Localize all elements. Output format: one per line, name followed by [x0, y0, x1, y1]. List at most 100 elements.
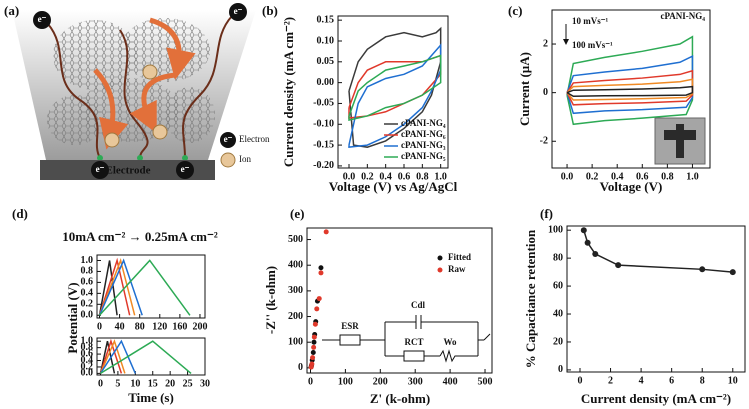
x-axis-label: Voltage (V)	[600, 179, 663, 194]
panel-label: (f)	[540, 206, 553, 221]
data-point	[592, 250, 599, 257]
data-point	[310, 349, 316, 355]
ion-arrow	[93, 68, 129, 150]
y-axis-label: % Capacitance retention	[523, 229, 538, 368]
x-tick-label: 1.0	[434, 171, 447, 182]
chart: 0 40 80 120 160 2000.00.20.40.60.81.0(d)10mA …	[12, 206, 218, 354]
y-tick-label: 0.2	[81, 299, 94, 310]
y-tick-label: 0.00	[317, 77, 335, 88]
electron-symbol: e⁻	[181, 164, 190, 174]
chart: 0 5 10 15 20 25 30 0.00.20.40.60.81.0 Time (s)	[81, 336, 211, 405]
x-tick-label: 4	[639, 375, 644, 386]
electron	[229, 3, 247, 21]
x-axis-label: Time (s)	[128, 390, 174, 405]
series-line	[98, 258, 143, 316]
x-tick-label: 400	[443, 376, 458, 387]
x-tick-label: 0.8	[416, 171, 429, 182]
electron-symbol: e⁻	[224, 134, 233, 144]
y-axis-label: Current density (mA cm⁻²)	[281, 17, 296, 167]
x-tick-label: 40	[115, 321, 125, 332]
x-tick-label: 8	[700, 375, 705, 386]
electrode-label: Electrode	[105, 165, 150, 177]
panel-label: (d)	[12, 206, 28, 221]
electron-symbol: e⁻	[96, 164, 105, 174]
data-point	[311, 344, 317, 350]
y-tick-label: 1.0	[81, 336, 94, 347]
legend-marker	[437, 255, 443, 261]
y-tick-label: 0	[543, 87, 548, 98]
y-tick-label: -2	[540, 136, 548, 147]
x-tick-label: 0	[98, 378, 103, 389]
x-tick-label: 0	[97, 321, 102, 332]
chart: 0.0 0.2 0.4 0.6 0.8 1.0 -0.20 -0.15 -0.10 -0.05 0.…	[262, 3, 458, 194]
y-tick-label: 0.6	[81, 277, 94, 288]
data-point	[311, 334, 317, 340]
x-tick-label: 0	[577, 375, 582, 386]
x-axis-label: Z' (k-ohm)	[370, 391, 430, 406]
annotation: 100 mVs⁻¹	[572, 40, 613, 50]
y-tick-label: 0.8	[81, 266, 94, 277]
legend-label: Fitted	[448, 252, 471, 262]
x-tick-label: 0	[308, 376, 313, 387]
y-tick-label: 0.0	[81, 368, 94, 379]
x-tick-label: 15	[148, 378, 158, 389]
legend-label: cPANI-NG₃	[401, 140, 446, 150]
x-tick-label: 500	[478, 376, 493, 387]
y-tick-label: 0.15	[317, 14, 335, 25]
panel-label: (e)	[290, 206, 304, 221]
data-point	[309, 361, 315, 367]
graphene-sheet	[53, 20, 137, 90]
plot-frame	[306, 227, 493, 374]
x-tick-label: 160	[172, 321, 187, 332]
x-axis-label: Voltage (V) vs Ag/AgCl	[329, 179, 458, 194]
y-axis-label: -Z'' (k-ohm)	[263, 266, 278, 334]
x-tick-label: 120	[152, 321, 167, 332]
panel-label: (c)	[508, 3, 522, 18]
x-tick-label: 0.6	[636, 171, 649, 182]
panel-label: (b)	[262, 3, 278, 18]
contact-dot	[97, 155, 103, 161]
data-point	[323, 229, 329, 235]
y-tick-label: 60	[553, 280, 563, 291]
y-tick-label: 100	[288, 337, 303, 348]
y-tick-label: 80	[553, 252, 563, 263]
series-line	[99, 341, 116, 374]
x-tick-label: 10	[130, 378, 140, 389]
annotation: 10 mVs⁻¹	[572, 16, 608, 26]
series-line	[99, 339, 126, 374]
y-tick-label: 500	[288, 234, 303, 245]
y-tick-label: 1.0	[81, 255, 94, 266]
x-tick-label: 6	[669, 375, 674, 386]
x-tick-label: 80	[135, 321, 145, 332]
electron-symbol: e⁻	[234, 6, 243, 16]
x-tick-label: 25	[183, 378, 193, 389]
legend-electron	[220, 132, 236, 148]
x-tick-label: 0.2	[361, 171, 374, 182]
chart: 0.0 0.2 0.4 0.6 0.8 1.0 -2 0 2 (c) Voltage (V) Curr…	[508, 3, 711, 194]
electron	[176, 161, 194, 179]
graphene-sheet	[47, 95, 103, 145]
ion	[152, 124, 168, 140]
electron-path	[182, 15, 233, 159]
legend-label: Raw	[448, 264, 466, 274]
x-tick-label: 0.4	[611, 171, 624, 182]
x-tick-label: 100	[338, 376, 353, 387]
legend-label: Ion	[239, 154, 251, 164]
y-tick-label: -0.20	[313, 160, 334, 171]
series-line	[98, 260, 118, 316]
x-tick-label: 30	[200, 378, 210, 389]
annotation: ESR	[341, 321, 359, 331]
x-axis-label: Current density (mA cm⁻²)	[581, 391, 731, 406]
series-line	[98, 257, 131, 316]
x-tick-label: 1.0	[686, 171, 699, 182]
ion	[142, 64, 158, 80]
x-tick-label: 5	[115, 378, 120, 389]
y-tick-label: 0.8	[81, 342, 94, 353]
data-point	[310, 355, 316, 361]
schematic: Electrode e⁻ e⁻ e⁻ e⁻ e⁻ Electron Ion (a…	[4, 3, 270, 180]
panel-label: (a)	[4, 3, 19, 18]
legend-label: cPANI-NG₄	[401, 118, 446, 128]
x-tick-label: 0.0	[343, 171, 356, 182]
